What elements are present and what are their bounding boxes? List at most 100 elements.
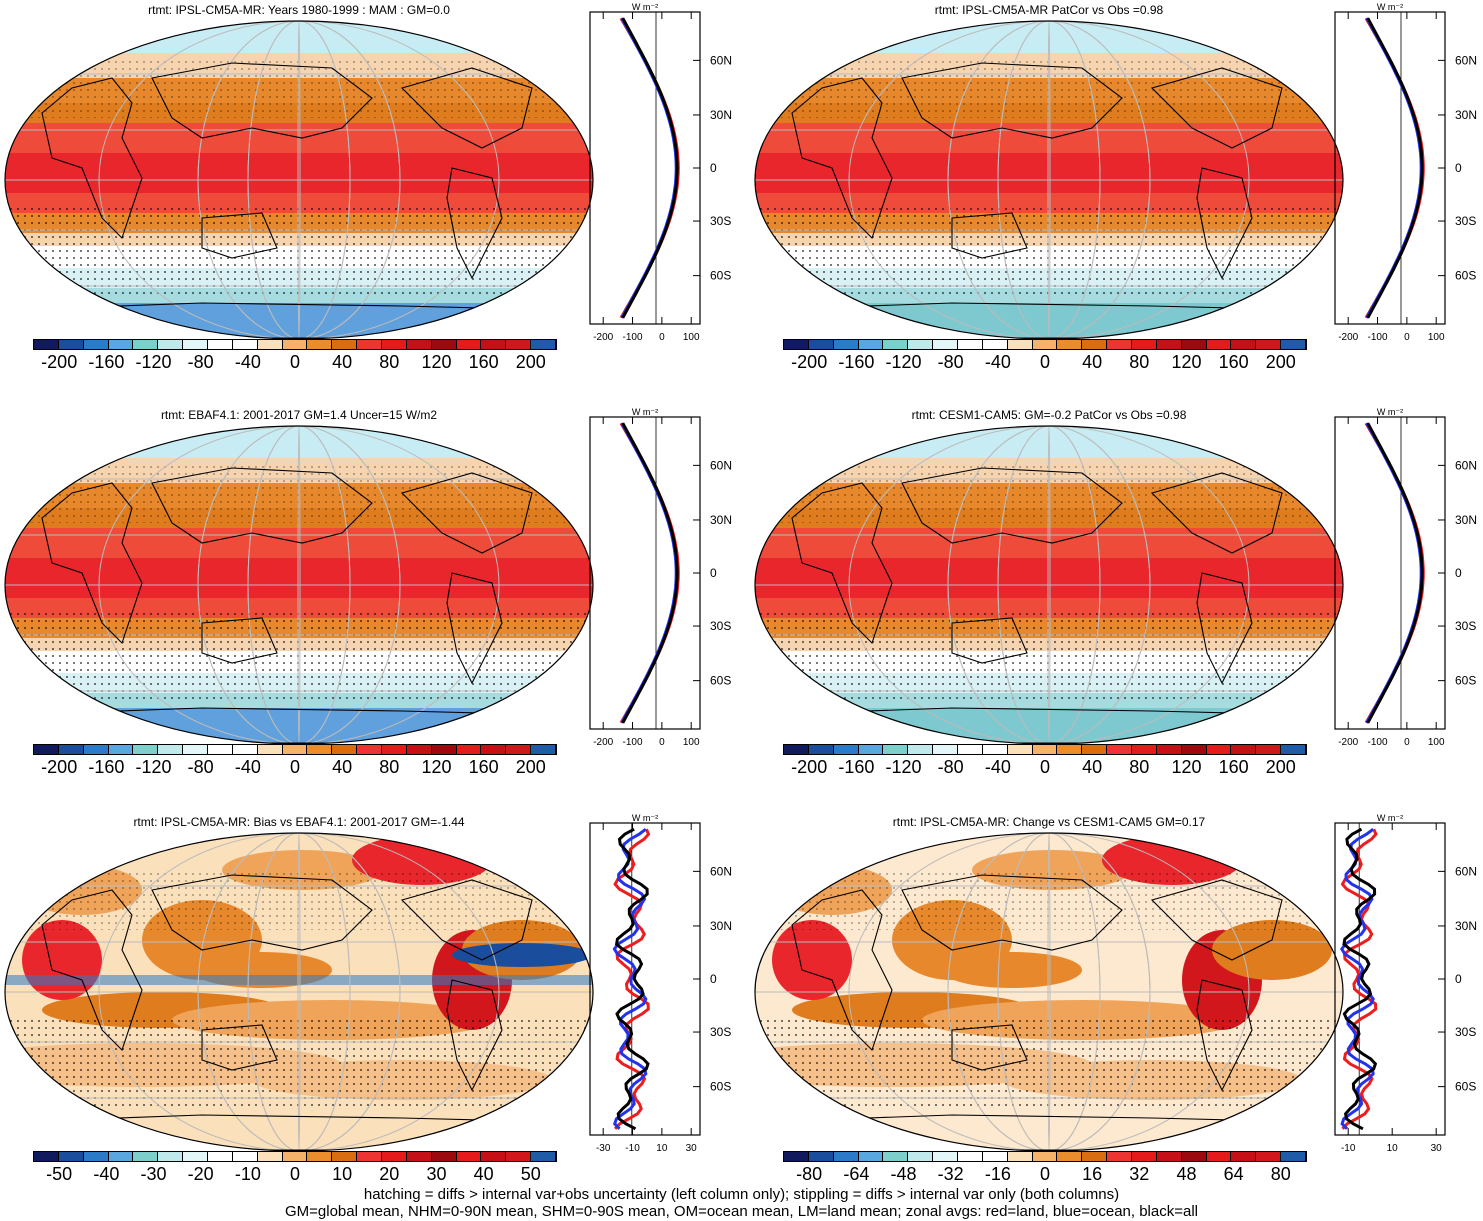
colorbar-tick-label: 200 — [1265, 352, 1296, 372]
colorbar-tick-label: 160 — [1218, 352, 1249, 372]
zonal-curve — [620, 422, 678, 724]
zonal-x-tick-label: 0 — [659, 737, 665, 748]
zonal-y-tick-label: 60S — [1455, 674, 1476, 688]
zonal-mean-plot: 60N 30N 0 30S 60S -10 10 30 W m⁻² — [1334, 813, 1477, 1154]
colorbar-tick-label: -80 — [937, 352, 964, 372]
zonal-x-tick-label: 100 — [1428, 332, 1445, 343]
colorbar-tick-label: 160 — [468, 757, 499, 777]
zonal-y-tick-label: 60S — [710, 269, 731, 283]
zonal-y-tick-label: 30S — [1455, 214, 1476, 228]
colorbar-tick-label: -40 — [984, 757, 1011, 777]
zonal-mean-plot: 60N 30N 0 30S 60S -30 -10 10 30 W m⁻² — [589, 813, 732, 1154]
colorbar-tick-label: 0 — [1039, 757, 1051, 777]
zonal-x-tick-label: 0 — [659, 332, 665, 343]
colorbar-tick-label: -48 — [890, 1164, 917, 1184]
zonal-curve — [1364, 422, 1425, 724]
zonal-x-tick-label: -10 — [625, 1143, 640, 1154]
zonal-y-tick-label: 0 — [710, 161, 717, 175]
zonal-x-tick-label: -30 — [596, 1143, 611, 1154]
zonal-y-tick-label: 30S — [710, 214, 731, 228]
footer-line-2: GM=global mean, NHM=0-90N mean, SHM=0-90… — [284, 1203, 1198, 1220]
colorbar-tick-label: 40 — [332, 757, 353, 777]
zonal-y-tick-label: 30N — [1455, 513, 1477, 527]
zonal-y-tick-label: 30S — [1455, 1025, 1476, 1039]
colorbar-tick-label: 0 — [1039, 1164, 1051, 1184]
colorbar-tick-label: 120 — [1171, 352, 1202, 372]
zonal-y-tick-label: 60N — [1455, 53, 1477, 67]
colorbar-tick-label: -160 — [838, 757, 875, 777]
colorbar-tick-label: -16 — [984, 1164, 1011, 1184]
zonal-x-tick-label: -200 — [593, 737, 613, 748]
colorbar-tick-label: -160 — [88, 757, 125, 777]
colorbar-tick-label: 160 — [1218, 757, 1249, 777]
global-map — [4, 425, 594, 745]
panel-title: rtmt: IPSL-CM5A-MR: Bias vs EBAF4.1: 200… — [133, 815, 465, 829]
colorbar — [33, 1151, 557, 1162]
zonal-x-tick-label: -200 — [1338, 332, 1358, 343]
colorbar-tick-label: 80 — [379, 352, 400, 372]
colorbar-tick-label: -32 — [937, 1164, 964, 1184]
colorbar-tick-label: -200 — [41, 352, 78, 372]
colorbar-tick-label: 10 — [332, 1164, 353, 1184]
zonal-y-tick-label: 60N — [710, 53, 732, 67]
colorbar-tick-label: -50 — [46, 1164, 73, 1184]
zonal-mean-plot: 60N 30N 0 30S 60S -200 -100 0 100 W m⁻² — [589, 2, 732, 343]
colorbar-tick-label: 160 — [468, 352, 499, 372]
colorbar-tick-label: -80 — [187, 352, 214, 372]
panel-title: rtmt: CESM1-CAM5: GM=-0.2 PatCor vs Obs … — [911, 408, 1187, 422]
colorbar-tick-label: 50 — [520, 1164, 541, 1184]
colorbar-tick-label: 32 — [1129, 1164, 1150, 1184]
zonal-y-tick-label: 0 — [1455, 161, 1462, 175]
colorbar-tick-label: 64 — [1223, 1164, 1244, 1184]
colorbar-tick-label: -120 — [135, 757, 172, 777]
colorbar-tick-label: -200 — [791, 757, 828, 777]
zonal-x-tick-label: -200 — [593, 332, 613, 343]
colorbar-tick-label: 48 — [1176, 1164, 1197, 1184]
zonal-y-tick-label: 30S — [710, 1025, 731, 1039]
zonal-units-label: W m⁻² — [632, 2, 658, 12]
colorbar-tick-label: -120 — [885, 352, 922, 372]
colorbar-tick-label: 0 — [289, 1164, 301, 1184]
footer-line-1: hatching = diffs > internal var+obs unce… — [363, 1186, 1120, 1203]
colorbar-tick-label: -200 — [791, 352, 828, 372]
zonal-y-tick-label: 30N — [1455, 919, 1477, 933]
colorbar-tick-label: 40 — [1082, 352, 1103, 372]
zonal-y-tick-label: 0 — [710, 566, 717, 580]
colorbar-tick-label: 200 — [515, 757, 546, 777]
colorbar-tick-label: -120 — [885, 757, 922, 777]
zonal-curve — [619, 422, 680, 724]
colorbar-tick-label: 0 — [289, 352, 301, 372]
zonal-y-tick-label: 60N — [1455, 458, 1477, 472]
zonal-y-tick-label: 30N — [710, 108, 732, 122]
zonal-x-tick-label: -10 — [1341, 1143, 1356, 1154]
zonal-x-tick-label: 100 — [683, 332, 700, 343]
zonal-x-tick-label: -100 — [623, 332, 643, 343]
zonal-curve — [614, 827, 650, 1131]
colorbar-tick-label: -30 — [140, 1164, 167, 1184]
zonal-y-tick-label: 0 — [1455, 566, 1462, 580]
colorbar-tick-label: 120 — [421, 757, 452, 777]
colorbar-tick-label: -40 — [234, 352, 261, 372]
panel-title: rtmt: IPSL-CM5A-MR PatCor vs Obs =0.98 — [934, 3, 1164, 17]
zonal-y-tick-label: 30S — [1455, 619, 1476, 633]
zonal-x-tick-label: 100 — [683, 737, 700, 748]
colorbar-tick-label: 16 — [1082, 1164, 1103, 1184]
zonal-units-label: W m⁻² — [632, 407, 658, 417]
zonal-y-tick-label: 30S — [710, 619, 731, 633]
zonal-curve — [1365, 17, 1423, 319]
zonal-y-tick-label: 0 — [710, 972, 717, 986]
colorbar-tick-label: 80 — [1129, 757, 1150, 777]
zonal-x-tick-label: -200 — [1338, 737, 1358, 748]
zonal-x-tick-label: 30 — [1431, 1143, 1443, 1154]
colorbar-tick-label: 80 — [1129, 352, 1150, 372]
colorbar-tick-label: -20 — [187, 1164, 214, 1184]
colorbar-tick-label: -64 — [843, 1164, 870, 1184]
colorbar — [33, 339, 557, 350]
zonal-x-tick-label: 100 — [1428, 737, 1445, 748]
zonal-curve — [1365, 422, 1423, 724]
panel-title: rtmt: EBAF4.1: 2001-2017 GM=1.4 Uncer=15… — [160, 408, 438, 422]
colorbar-tick-label: -40 — [93, 1164, 120, 1184]
zonal-mean-plot: 60N 30N 0 30S 60S -200 -100 0 100 W m⁻² — [1334, 407, 1477, 748]
zonal-units-label: W m⁻² — [1377, 813, 1403, 823]
colorbar-tick-label: 80 — [1270, 1164, 1291, 1184]
